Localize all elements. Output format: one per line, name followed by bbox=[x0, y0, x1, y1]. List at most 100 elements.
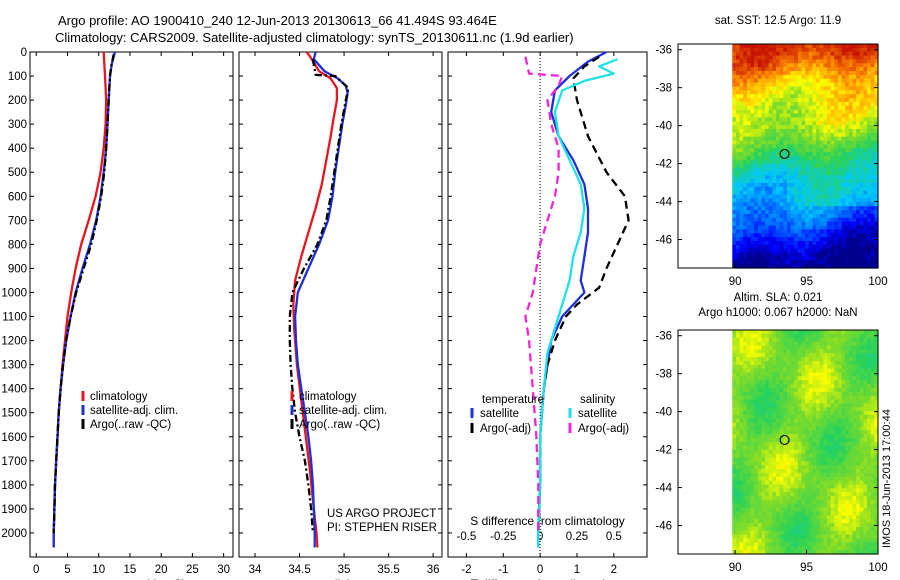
map-cell bbox=[790, 414, 795, 420]
map-cell bbox=[808, 453, 814, 459]
map-cell bbox=[790, 499, 795, 505]
map-cell bbox=[863, 67, 868, 72]
map-cell bbox=[757, 132, 763, 138]
map-cell bbox=[783, 376, 788, 381]
map-cell bbox=[786, 171, 792, 176]
map-cell bbox=[801, 264, 806, 269]
map-cell bbox=[856, 94, 861, 99]
map-cell bbox=[870, 47, 875, 53]
map-cell bbox=[816, 384, 821, 389]
map-cell bbox=[852, 159, 857, 165]
map-cell bbox=[867, 148, 872, 153]
map-cell bbox=[841, 217, 846, 223]
map-cell bbox=[834, 225, 839, 230]
map-cell bbox=[845, 82, 850, 88]
map-cell bbox=[761, 492, 766, 497]
map-cell bbox=[852, 445, 857, 451]
map-cell bbox=[837, 403, 843, 408]
map-cell bbox=[783, 414, 788, 420]
map-cell bbox=[805, 434, 810, 439]
map-cell bbox=[797, 163, 803, 169]
map-cell bbox=[837, 140, 843, 146]
map-cell bbox=[790, 515, 795, 520]
map-cell bbox=[859, 148, 865, 153]
map-cell bbox=[757, 496, 763, 501]
map-cell bbox=[732, 414, 737, 420]
map-cell bbox=[874, 117, 879, 122]
map-cell bbox=[765, 364, 770, 370]
map-cell bbox=[754, 523, 759, 528]
map-cell bbox=[874, 101, 879, 107]
map-cell bbox=[761, 136, 766, 142]
map-cell bbox=[837, 248, 843, 254]
map-cell bbox=[812, 152, 817, 157]
map-cell bbox=[739, 376, 744, 381]
map-cell bbox=[834, 330, 839, 335]
map-cell bbox=[863, 140, 868, 146]
map-cell bbox=[859, 353, 865, 358]
map-cell bbox=[757, 380, 763, 385]
map-cell bbox=[801, 121, 806, 126]
map-cell bbox=[794, 453, 799, 459]
map-cell bbox=[859, 550, 865, 555]
map-cell bbox=[786, 125, 792, 130]
map-cell bbox=[765, 140, 770, 146]
map-cell bbox=[812, 202, 817, 207]
map-cell bbox=[837, 349, 843, 354]
x-tick-label: 20 bbox=[155, 564, 168, 576]
map-cell bbox=[743, 418, 748, 424]
map-cell bbox=[874, 418, 879, 424]
map-cell bbox=[765, 198, 770, 203]
map-cell bbox=[852, 422, 857, 428]
map-cell bbox=[783, 372, 788, 377]
map-cell bbox=[754, 206, 759, 211]
map-cell bbox=[845, 229, 850, 234]
map-cell bbox=[841, 132, 846, 138]
map-cell bbox=[783, 63, 788, 68]
map-cell bbox=[874, 109, 879, 115]
map-cell bbox=[794, 476, 799, 482]
map-cell bbox=[761, 167, 766, 173]
map-cell bbox=[732, 391, 737, 397]
map-cell bbox=[797, 426, 803, 432]
map-cell bbox=[841, 244, 846, 250]
map-cell bbox=[794, 492, 799, 497]
map-cell bbox=[743, 240, 748, 246]
map-cell bbox=[867, 67, 872, 72]
map-cell bbox=[841, 156, 846, 161]
map-cell bbox=[790, 198, 795, 203]
map-cell bbox=[805, 507, 810, 513]
map-cell bbox=[827, 237, 832, 242]
map-cell bbox=[797, 414, 803, 420]
map-cell bbox=[768, 345, 773, 350]
map-cell bbox=[750, 469, 755, 474]
map-cell bbox=[801, 445, 806, 451]
map-cell bbox=[834, 507, 839, 513]
map-cell bbox=[808, 337, 814, 343]
map-cell bbox=[783, 360, 788, 366]
map-cell bbox=[743, 526, 748, 532]
map-cell bbox=[859, 395, 865, 401]
map-cell bbox=[757, 507, 763, 513]
map-cell bbox=[805, 341, 810, 347]
map-cell bbox=[837, 337, 843, 343]
map-cell bbox=[735, 542, 741, 547]
map-cell bbox=[845, 244, 850, 250]
map-cell bbox=[732, 384, 737, 389]
map-cell bbox=[827, 480, 832, 486]
map-cell bbox=[739, 152, 744, 157]
map-cell bbox=[874, 422, 879, 428]
map-cell bbox=[790, 492, 795, 497]
map-cell bbox=[823, 117, 828, 122]
map-cell bbox=[805, 213, 810, 219]
map-cell bbox=[794, 229, 799, 234]
map-cell bbox=[746, 488, 752, 493]
map-cell bbox=[834, 476, 839, 482]
map-cell bbox=[797, 337, 803, 343]
map-cell bbox=[863, 499, 868, 505]
map-cell bbox=[805, 175, 810, 180]
map-cell bbox=[819, 229, 824, 234]
map-cell bbox=[870, 449, 875, 455]
map-cell bbox=[812, 526, 817, 532]
map-cell bbox=[874, 472, 879, 478]
